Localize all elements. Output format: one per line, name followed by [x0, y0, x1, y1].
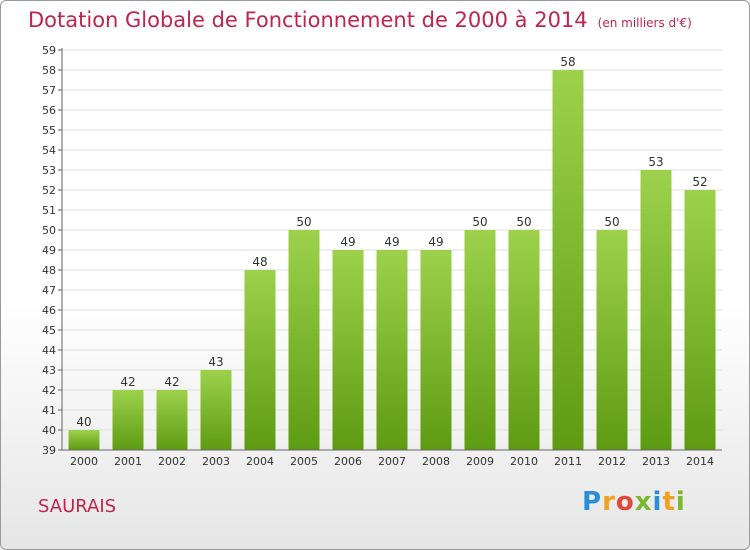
bar-2008: [420, 250, 452, 450]
value-label-2007: 49: [384, 235, 399, 249]
y-tick-label: 54: [42, 144, 56, 157]
logo-letter: r: [602, 487, 616, 517]
y-tick-label: 39: [42, 444, 56, 457]
logo-letter: x: [634, 487, 653, 517]
y-tick-label: 47: [42, 284, 56, 297]
y-tick-label: 43: [42, 364, 56, 377]
chart-subtitle: (en milliers d'€): [597, 16, 692, 30]
value-label-2004: 48: [252, 255, 267, 269]
bar-2011: [552, 70, 584, 450]
proxiti-logo: Proxiti: [582, 487, 686, 517]
bar-2001: [112, 390, 144, 450]
y-tick-label: 45: [42, 324, 56, 337]
bar-2002: [156, 390, 188, 450]
x-tick-label: 2003: [202, 455, 230, 468]
value-label-2009: 50: [472, 215, 487, 229]
x-tick-label: 2008: [422, 455, 450, 468]
value-label-2006: 49: [340, 235, 355, 249]
value-label-2005: 50: [296, 215, 311, 229]
bar-2006: [332, 250, 364, 450]
bars: 40 42 42 43 48 50 49 49 49 50 50 58 50 53 52: [68, 55, 716, 450]
logo-letter: i: [675, 487, 686, 517]
bar-2014: [684, 190, 716, 450]
y-tick-label: 56: [42, 104, 56, 117]
value-label-2003: 43: [208, 355, 223, 369]
y-tick-label: 51: [42, 204, 56, 217]
y-tick-label: 57: [42, 84, 56, 97]
x-tick-label: 2010: [510, 455, 538, 468]
x-tick-label: 2004: [246, 455, 274, 468]
y-tick-label: 59: [42, 44, 56, 57]
value-label-2011: 58: [560, 55, 575, 69]
y-axis: 39 40 41 42 43 44 45 46 47 48 49 50 51 52 53 54 55 56 57 58…: [42, 44, 62, 457]
value-label-2000: 40: [76, 415, 91, 429]
y-tick-label: 58: [42, 64, 56, 77]
logo-letter: i: [652, 487, 663, 517]
y-tick-label: 48: [42, 264, 56, 277]
bar-2009: [464, 230, 496, 450]
x-tick-label: 2009: [466, 455, 494, 468]
x-axis: 2000 2001 2002 2003 2004 2005 2006 2007 2008 2009…: [70, 455, 714, 468]
y-tick-label: 44: [42, 344, 56, 357]
x-tick-label: 2002: [158, 455, 186, 468]
y-tick-label: 41: [42, 404, 56, 417]
value-label-2013: 53: [648, 155, 663, 169]
commune-name: SAURAIS: [38, 496, 117, 517]
y-tick-label: 50: [42, 224, 56, 237]
value-label-2012: 50: [604, 215, 619, 229]
bar-2005: [288, 230, 320, 450]
logo-letter: t: [662, 487, 676, 517]
x-tick-label: 2006: [334, 455, 362, 468]
value-label-2014: 52: [692, 175, 707, 189]
bar-2003: [200, 370, 232, 450]
value-label-2002: 42: [164, 375, 179, 389]
bar-2000: [68, 430, 100, 450]
value-label-2010: 50: [516, 215, 531, 229]
y-tick-label: 42: [42, 384, 56, 397]
y-tick-label: 40: [42, 424, 56, 437]
bar-2004: [244, 270, 276, 450]
bar-2007: [376, 250, 408, 450]
value-label-2001: 42: [120, 375, 135, 389]
x-tick-label: 2001: [114, 455, 142, 468]
x-tick-label: 2000: [70, 455, 98, 468]
logo-letter: o: [615, 487, 635, 517]
x-tick-label: 2012: [598, 455, 626, 468]
bar-2013: [640, 170, 672, 450]
x-tick-label: 2007: [378, 455, 406, 468]
chart-title: Dotation Globale de Fonctionnement de 20…: [28, 8, 692, 32]
y-tick-label: 55: [42, 124, 56, 137]
x-tick-label: 2013: [642, 455, 670, 468]
x-tick-label: 2011: [554, 455, 582, 468]
value-label-2008: 49: [428, 235, 443, 249]
y-tick-label: 52: [42, 184, 56, 197]
x-tick-label: 2005: [290, 455, 318, 468]
logo-letter: P: [582, 487, 603, 517]
bar-2010: [508, 230, 540, 450]
bar-2012: [596, 230, 628, 450]
chart-title-text: Dotation Globale de Fonctionnement de 20…: [28, 8, 588, 32]
y-tick-label: 49: [42, 244, 56, 257]
y-tick-label: 46: [42, 304, 56, 317]
x-tick-label: 2014: [686, 455, 714, 468]
y-tick-label: 53: [42, 164, 56, 177]
